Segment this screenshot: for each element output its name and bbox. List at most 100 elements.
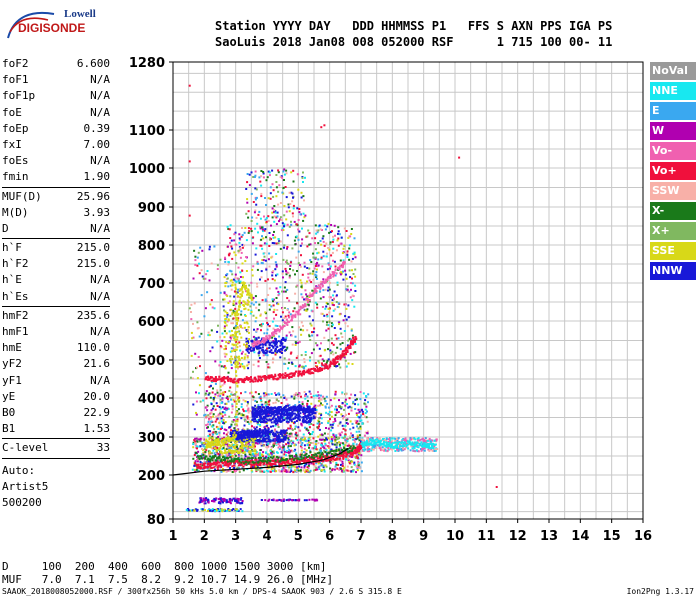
echo-point [200, 498, 203, 501]
echo-point [350, 432, 353, 435]
echo-point [342, 270, 344, 273]
echo-point [282, 499, 285, 502]
echo-point [230, 499, 233, 501]
echo-point [231, 471, 234, 473]
echo-point [345, 422, 348, 424]
echo-point [327, 412, 330, 415]
echo-point [263, 255, 266, 258]
echo-point [315, 285, 318, 288]
echo-point [281, 415, 284, 418]
echo-point [292, 169, 295, 172]
echo-point [192, 441, 195, 444]
echo-point [303, 199, 305, 202]
echo-point [258, 344, 261, 347]
echo-point [313, 415, 316, 418]
echo-point [261, 346, 264, 349]
echo-point [336, 305, 339, 308]
echo-point [288, 432, 291, 435]
echo-point [433, 445, 436, 448]
echo-point [255, 203, 258, 206]
echo-point [282, 431, 285, 434]
echo-point [237, 501, 240, 504]
echo-point [317, 453, 320, 456]
echo-point [259, 443, 262, 446]
echo-point [277, 294, 280, 297]
echo-point [258, 469, 261, 472]
echo-point [233, 497, 236, 500]
echo-point [202, 467, 205, 470]
echo-point [265, 179, 268, 182]
echo-point [271, 211, 274, 214]
echo-point [291, 326, 294, 329]
echo-point [274, 211, 277, 214]
echo-point [328, 414, 331, 416]
echo-point [318, 425, 320, 428]
echo-point [271, 320, 274, 323]
echo-point [316, 265, 319, 268]
echo-point [242, 410, 245, 413]
echo-point [402, 447, 405, 450]
echo-point [275, 242, 278, 245]
echo-point [342, 468, 345, 471]
echo-point [334, 308, 337, 311]
echo-point [236, 460, 239, 463]
echo-point [268, 341, 271, 344]
echo-point [275, 439, 278, 442]
echo-point [238, 469, 241, 472]
echo-point [320, 402, 322, 405]
echo-point [334, 393, 337, 396]
echo-point [273, 211, 275, 214]
echo-point [224, 347, 227, 350]
echo-point [239, 248, 242, 251]
echo-point [385, 438, 388, 441]
echo-point [205, 498, 207, 501]
echo-point [230, 423, 233, 426]
echo-point [259, 461, 262, 464]
echo-point [321, 229, 323, 231]
echo-point [286, 246, 289, 248]
echo-point [228, 228, 231, 231]
echo-point [265, 437, 268, 440]
echo-point [192, 322, 194, 325]
echo-point [231, 281, 234, 284]
echo-point [311, 447, 314, 450]
echo-point [234, 288, 237, 291]
echo-point [341, 464, 344, 467]
echo-point [217, 498, 220, 501]
echo-point [299, 328, 302, 331]
echo-point [222, 391, 225, 394]
echo-point [310, 261, 313, 263]
echo-point [365, 395, 367, 397]
echo-point [341, 336, 344, 338]
echo-point [234, 361, 237, 364]
echo-point [274, 424, 277, 427]
echo-point [350, 393, 353, 396]
echo-point [220, 508, 223, 511]
echo-point [238, 241, 241, 244]
echo-point [284, 338, 287, 341]
echo-point [265, 242, 268, 245]
echo-point [238, 399, 241, 402]
echo-point [230, 445, 232, 448]
echo-point [231, 509, 234, 512]
echo-point [258, 210, 261, 213]
echo-point [314, 469, 317, 471]
echo-point [265, 455, 268, 458]
echo-point [234, 355, 237, 358]
echo-point [271, 407, 274, 410]
echo-point [207, 414, 210, 417]
echo-point [282, 448, 285, 451]
echo-point [300, 444, 303, 446]
echo-point [286, 449, 288, 452]
echo-point [418, 439, 421, 442]
echo-point [245, 462, 248, 465]
echo-point [265, 236, 267, 239]
echo-point [217, 428, 220, 430]
echo-point [216, 468, 219, 471]
echo-point [285, 172, 288, 175]
echo-point [262, 354, 265, 357]
echo-point [236, 418, 239, 421]
echo-point [228, 509, 231, 512]
echo-point [302, 195, 305, 198]
echo-point [197, 465, 200, 468]
